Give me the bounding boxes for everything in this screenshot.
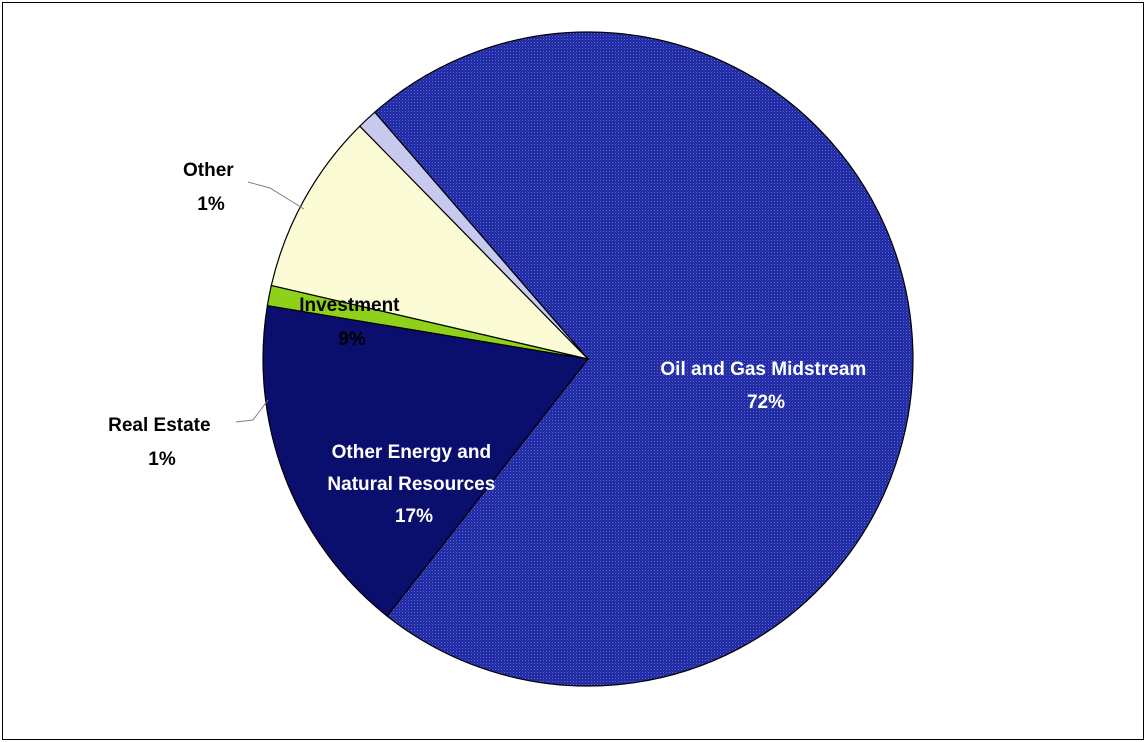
slice-label-other-energy: Other Energy and Natural Resources 17% bbox=[327, 442, 500, 527]
slice-label-investment-name: Investment bbox=[299, 295, 400, 316]
slice-label-oil-gas-pct: 72% bbox=[747, 392, 785, 413]
pie-slice-other bbox=[358, 111, 589, 360]
slice-label-other-energy-pct: 17% bbox=[395, 506, 433, 527]
slice-label-other-energy-line1: Other Energy and bbox=[332, 442, 491, 463]
pie-slice-oil-gas bbox=[373, 31, 914, 687]
slice-label-oil-gas: Oil and Gas Midstream 72% bbox=[660, 359, 871, 413]
slice-label-investment-pct: 9% bbox=[338, 329, 366, 350]
slice-label-real-estate-name: Real Estate bbox=[108, 415, 210, 436]
slice-label-other-energy-line2: Natural Resources bbox=[327, 474, 495, 495]
slice-label-oil-gas-name: Oil and Gas Midstream bbox=[660, 359, 866, 380]
pie-slice-investment bbox=[270, 125, 590, 361]
leader-line-real-estate bbox=[235, 399, 269, 423]
pie-slice-other-energy bbox=[262, 304, 590, 617]
slice-label-investment: Investment 9% bbox=[299, 295, 405, 350]
leader-line-other bbox=[247, 181, 305, 210]
slice-label-other-name: Other bbox=[183, 160, 234, 181]
slice-label-other: Other 1% bbox=[183, 160, 239, 215]
slice-label-other-pct: 1% bbox=[197, 194, 225, 215]
slice-label-real-estate-pct: 1% bbox=[148, 449, 176, 470]
slice-label-real-estate: Real Estate 1% bbox=[108, 415, 216, 470]
